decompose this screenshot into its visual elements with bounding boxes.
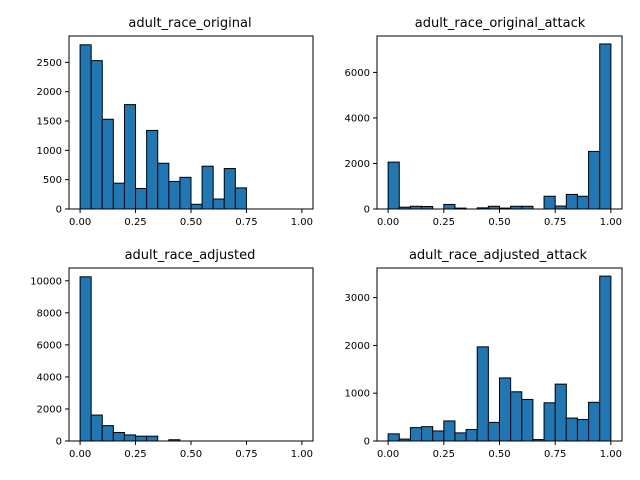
- histogram-bar: [543, 402, 556, 442]
- histogram-bar: [588, 150, 601, 210]
- histogram-bar: [234, 187, 247, 210]
- histogram-bar: [135, 435, 148, 442]
- x-tick-label: 0.25: [124, 217, 146, 228]
- x-tick-label: 0.00: [69, 217, 91, 228]
- histogram-bar: [543, 195, 556, 210]
- y-tick-label: 3000: [345, 293, 370, 304]
- y-tick-label: 500: [43, 175, 62, 186]
- histogram-bar: [146, 129, 159, 210]
- y-tick-label: 4000: [345, 113, 370, 124]
- y-tick-label: 10000: [30, 276, 62, 287]
- y-tick-label: 6000: [37, 340, 62, 351]
- y-tick-label: 4000: [37, 372, 62, 383]
- histogram-bar: [112, 432, 125, 442]
- y-tick-label: 6000: [345, 68, 370, 79]
- subplot-title: adult_race_original_attack: [415, 16, 586, 31]
- x-tick-label: 1.00: [291, 449, 313, 460]
- subplot-original-attack: adult_race_original_attack 0.00 0.25 0.50 0…: [345, 16, 623, 228]
- histogram-bar: [443, 420, 456, 442]
- histogram-bar: [421, 426, 434, 442]
- histogram-bar: [123, 104, 137, 210]
- x-tick-label: 0.50: [180, 449, 202, 460]
- x-tick-label: 0.25: [124, 449, 146, 460]
- x-tick-label: 0.75: [544, 449, 566, 460]
- histogram-bar: [79, 44, 92, 210]
- subplot-original: adult_race_original 0.00 0.25 0.50 0.75 1.00…: [37, 16, 314, 228]
- histogram-bar: [90, 60, 103, 210]
- histogram-bar: [565, 417, 578, 442]
- y-tick-label: 8000: [37, 308, 62, 319]
- x-tick-label: 0.00: [69, 449, 91, 460]
- y-tick-label: 1000: [345, 389, 370, 400]
- histogram-bar: [454, 432, 467, 442]
- x-tick-label: 1.00: [600, 449, 622, 460]
- subplot-title: adult_race_adjusted: [125, 248, 256, 263]
- histogram-bar: [599, 275, 612, 442]
- histogram-bar: [476, 346, 489, 442]
- histogram-bar: [101, 118, 114, 210]
- subplot-title: adult_race_adjusted_attack: [409, 248, 588, 263]
- y-tick-label: 0: [56, 205, 62, 216]
- x-tick-label: 0.50: [488, 217, 510, 228]
- y-tick-label: 1000: [37, 146, 62, 157]
- histogram-bar: [588, 401, 601, 442]
- subplot-adjusted: adult_race_adjusted 0.00 0.25 0.50 0.75 1.00…: [30, 248, 314, 460]
- x-tick-label: 0.75: [235, 449, 257, 460]
- histogram-bar: [201, 165, 214, 210]
- histogram-bar: [157, 162, 170, 210]
- histogram-bar: [599, 43, 612, 210]
- y-tick-label: 2000: [37, 87, 62, 98]
- axes-frame: [68, 267, 314, 442]
- y-tick-label: 2500: [37, 58, 62, 69]
- histogram-bar: [168, 180, 181, 210]
- x-tick-label: 0.50: [488, 449, 510, 460]
- y-tick-label: 2000: [345, 159, 370, 170]
- histogram-bar: [487, 421, 500, 442]
- x-tick-label: 0.75: [544, 217, 566, 228]
- y-tick-label: 2000: [345, 341, 370, 352]
- x-tick-label: 0.75: [235, 217, 257, 228]
- subplot-adjusted-attack: adult_race_adjusted_attack 0.00 0.25 0.50 0…: [345, 248, 623, 460]
- x-tick-label: 0.25: [433, 217, 455, 228]
- histogram-bar: [443, 203, 456, 210]
- histogram-bar: [190, 203, 203, 210]
- histogram-bar: [432, 430, 445, 442]
- axes-frame: [376, 35, 623, 210]
- histogram-bar: [387, 161, 400, 210]
- histogram-bar: [565, 193, 578, 210]
- x-tick-label: 0.00: [377, 217, 399, 228]
- histogram-bar: [387, 433, 400, 442]
- x-tick-label: 0.25: [433, 449, 455, 460]
- histogram-bar: [576, 418, 590, 442]
- y-tick-label: 2000: [37, 404, 62, 415]
- y-tick-label: 0: [364, 205, 370, 216]
- histogram-bar: [112, 182, 125, 210]
- histogram-bar: [90, 414, 103, 442]
- histogram-bar: [179, 176, 192, 210]
- histogram-bar: [409, 427, 423, 442]
- x-tick-label: 1.00: [291, 217, 313, 228]
- x-tick-label: 1.00: [600, 217, 622, 228]
- histogram-bar: [465, 429, 478, 442]
- histogram-bar: [576, 195, 590, 210]
- histogram-bar: [123, 434, 137, 442]
- subplot-title: adult_race_original: [128, 16, 251, 31]
- histogram-bar: [521, 398, 534, 442]
- y-tick-label: 0: [364, 437, 370, 448]
- histogram-bar: [223, 168, 236, 210]
- histogram-bar: [135, 187, 148, 210]
- histogram-bar: [79, 276, 92, 442]
- histogram-bar: [146, 435, 159, 442]
- x-tick-label: 0.00: [377, 449, 399, 460]
- histogram-bar: [212, 198, 225, 210]
- histogram-bar: [510, 391, 523, 442]
- y-tick-label: 0: [56, 437, 62, 448]
- histogram-bar: [101, 425, 114, 442]
- histogram-bar: [499, 377, 512, 442]
- x-tick-label: 0.50: [180, 217, 202, 228]
- histogram-bar: [554, 383, 567, 442]
- y-tick-label: 1500: [37, 117, 62, 128]
